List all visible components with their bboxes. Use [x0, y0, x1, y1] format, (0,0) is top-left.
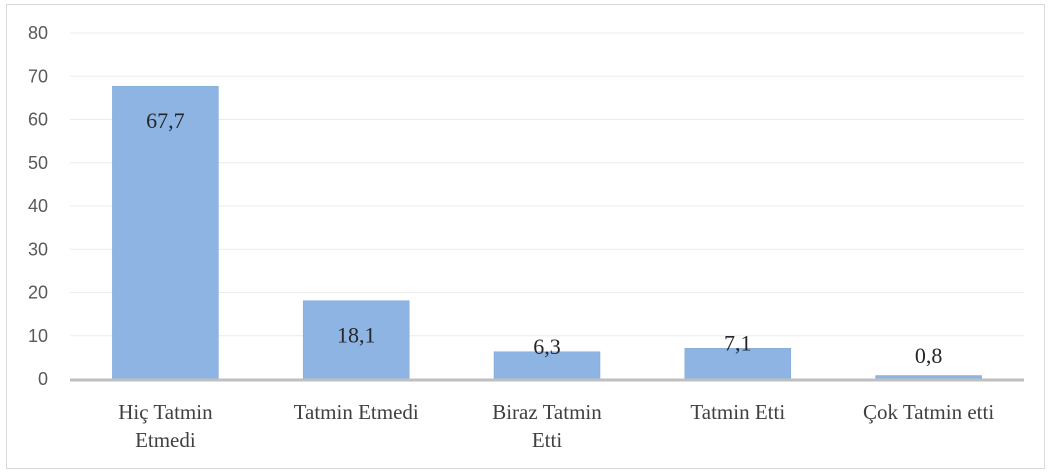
y-tick-label: 50 [28, 153, 48, 173]
y-tick-label: 30 [28, 239, 48, 259]
x-tick-label: Tatmin Etti [690, 400, 785, 424]
y-tick-labels: 0 10 20 30 40 50 60 70 80 [28, 23, 48, 389]
y-tick-label: 60 [28, 110, 48, 130]
data-label: 67,7 [146, 108, 185, 133]
x-tick-label: Biraz Tatmin Etti [492, 400, 602, 452]
x-tick-label: Çok Tatmin etti [863, 400, 994, 424]
data-labels: 67,7 18,1 6,3 7,1 0,8 [146, 108, 942, 368]
x-tick-label: Hiç Tatmin Etmedi [118, 400, 213, 452]
gridlines [70, 32, 1024, 337]
x-tick-label: Tatmin Etmedi [294, 400, 419, 424]
y-tick-label: 10 [28, 326, 48, 346]
bar-3 [684, 348, 792, 380]
y-tick-label: 0 [38, 369, 48, 389]
data-label: 0,8 [915, 343, 943, 368]
y-tick-label: 70 [28, 66, 48, 86]
y-tick-label: 40 [28, 196, 48, 216]
bar-0 [112, 85, 219, 380]
x-tick-labels: Hiç Tatmin Etmedi Tatmin Etmedi Biraz Tatmi… [118, 400, 994, 452]
data-label: 18,1 [337, 323, 376, 348]
bar-1 [302, 300, 410, 380]
bar-4 [875, 375, 982, 380]
y-tick-label: 20 [28, 283, 48, 303]
y-tick-label: 80 [28, 23, 48, 43]
data-label: 7,1 [724, 330, 752, 355]
bar-2 [493, 351, 601, 380]
bars [112, 85, 982, 380]
data-label: 6,3 [533, 334, 561, 359]
